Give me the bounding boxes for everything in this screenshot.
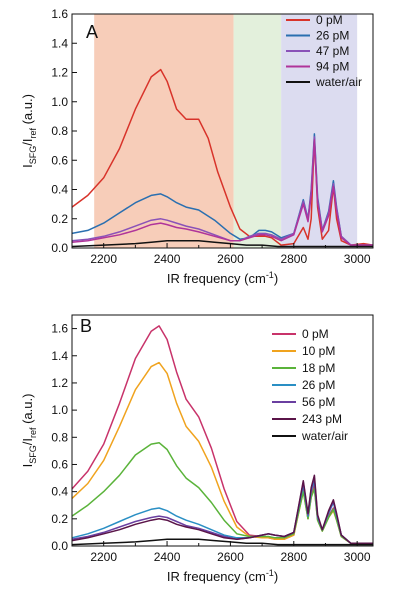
y-tick-label: 1.0 (51, 403, 68, 417)
shaded-region-0 (94, 14, 234, 248)
y-axis-label-sub-sfg: SFG (28, 146, 38, 165)
y-tick-label: 0.4 (51, 183, 68, 197)
series-line-5 (71, 474, 373, 545)
y-axis-label: ISFG/Iref (a.u.) (20, 94, 38, 168)
legend-label: 26 pM (302, 378, 335, 392)
panel-letter: B (80, 316, 92, 336)
legend-label: water/air (315, 75, 362, 89)
x-tick-label: 2200 (90, 252, 117, 266)
y-tick-label: 1.6 (51, 322, 68, 336)
y-tick-label: 1.2 (51, 66, 68, 80)
legend-label: 47 pM (316, 44, 349, 58)
y-tick-label: 1.2 (51, 376, 68, 390)
x-tick-label: 2600 (217, 252, 244, 266)
legend-label: 10 pM (302, 344, 335, 358)
y-tick-label: 0.8 (51, 124, 68, 138)
panel-letter: A (86, 22, 98, 42)
legend-label: 26 pM (316, 29, 349, 43)
y-tick-label: 1.4 (51, 349, 68, 363)
y-axis-label-end: (a.u.) (20, 94, 35, 128)
x-axis-label-superscript: -1 (266, 568, 274, 578)
series-line-4 (71, 239, 373, 248)
x-axis-label-end: ) (274, 569, 278, 584)
y-axis-label-mid: /I (20, 139, 35, 146)
y-tick-label: 1.6 (51, 7, 68, 21)
x-tick-label: 2400 (154, 252, 181, 266)
y-axis-label-main: I (20, 164, 35, 168)
y-axis-label-sub-ref: ref (28, 128, 38, 139)
legend-label: water/air (301, 429, 348, 443)
legend-label: 0 pM (302, 327, 329, 341)
x-tick-label: 2200 (90, 550, 117, 564)
y-axis-label-sub-sfg: SFG (28, 445, 38, 464)
x-axis-label-end: ) (274, 271, 278, 286)
series-line-2 (71, 441, 373, 545)
panel-b: 2200 2400 2600 2800 3000 0.0 0.2 0.4 0.6 0.8 1.0 1.… (20, 314, 374, 584)
y-axis-label-end: (a.u.) (20, 394, 35, 428)
x-tick-label: 3000 (344, 550, 371, 564)
y-tick-label: 1.0 (51, 95, 68, 109)
y-tick-label: 0.0 (51, 539, 68, 553)
legend-label: 0 pM (316, 13, 343, 27)
shaded-region-1 (233, 14, 282, 248)
x-tick-label: 2800 (280, 550, 307, 564)
plot-frame (71, 314, 374, 547)
y-tick-label: 0.8 (51, 430, 68, 444)
x-axis-label-superscript: -1 (266, 270, 274, 280)
y-tick-label: 0.2 (51, 512, 68, 526)
y-axis-label: ISFG/Iref (a.u.) (20, 394, 38, 468)
legend-label: 56 pM (302, 395, 335, 409)
series-line-6 (71, 538, 373, 546)
y-tick-label: 0.2 (51, 212, 68, 226)
series-line-3 (71, 139, 373, 246)
legend-label: 18 pM (302, 361, 335, 375)
x-axis-label-main: IR frequency (cm (167, 569, 266, 584)
y-tick-label: 0.4 (51, 485, 68, 499)
x-axis-label: IR frequency (cm-1) (167, 270, 278, 286)
y-axis-label-mid: /I (20, 438, 35, 445)
panel-a: 2200 2400 2600 2800 3000 0.0 0.2 0.4 0.6 0.8 1.0 1.… (20, 7, 374, 286)
series-line-0 (71, 68, 374, 246)
x-axis-label-main: IR frequency (cm (167, 271, 266, 286)
legend-label: 94 pM (316, 60, 349, 74)
y-tick-label: 0.6 (51, 153, 68, 167)
x-tick-label: 2400 (154, 550, 181, 564)
x-tick-label: 2800 (280, 252, 307, 266)
legend-label: 243 pM (302, 412, 342, 426)
y-axis-label-main: I (20, 464, 35, 468)
x-axis-label: IR frequency (cm-1) (167, 568, 278, 584)
y-tick-label: 0.6 (51, 457, 68, 471)
x-tick-label: 2600 (217, 550, 244, 564)
x-tick-label: 3000 (344, 252, 371, 266)
y-axis-label-sub-ref: ref (28, 427, 38, 438)
y-tick-label: 0.0 (51, 241, 68, 255)
y-tick-label: 1.4 (51, 36, 68, 50)
